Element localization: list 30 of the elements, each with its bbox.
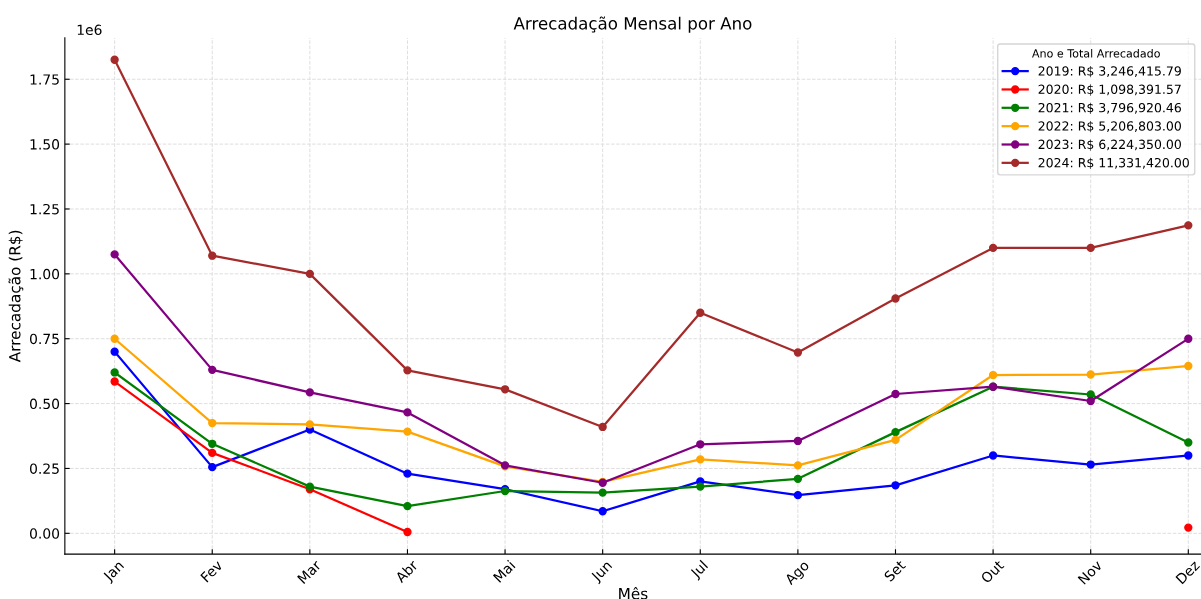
x-tick-label: Ago bbox=[784, 559, 812, 588]
y-axis-title: Arrecadação (R$) bbox=[8, 230, 24, 363]
legend-label: 2020: R$ 1,098,391.57 bbox=[1038, 84, 1181, 96]
y-tick-label: 0.50 bbox=[29, 398, 60, 410]
y-tick-label: 1.00 bbox=[30, 268, 60, 280]
y-tick-label: 0.75 bbox=[29, 333, 59, 345]
x-axis-title: Mês bbox=[619, 587, 648, 599]
chart-title: Arrecadação Mensal por Ano bbox=[513, 16, 752, 33]
legend-label: 2021: R$ 3,796,920.46 bbox=[1038, 102, 1182, 115]
legend-label: 2019: R$ 3,246,415.79 bbox=[1038, 65, 1181, 78]
legend-label: 2024: R$ 11,331,420.00 bbox=[1038, 157, 1189, 170]
x-tick-label: Fev bbox=[200, 559, 224, 583]
y-tick-label: 1.50 bbox=[30, 139, 60, 150]
x-tick-label: Jan bbox=[102, 560, 127, 585]
legend-label: 2023: R$ 6,224,350.00 bbox=[1038, 139, 1181, 151]
legend-title: Ano e Total Arrecadado bbox=[1032, 48, 1160, 58]
legend-label: 2022: R$ 5,206,803.00 bbox=[1038, 121, 1181, 133]
y-tick-label: 0.00 bbox=[29, 528, 60, 539]
x-tick-label: Out bbox=[980, 559, 1005, 584]
x-tick-label: Set bbox=[883, 559, 907, 583]
x-tick-label: Mai bbox=[492, 559, 516, 583]
x-tick-label: Dez bbox=[1175, 559, 1201, 585]
y-tick-label: 0.25 bbox=[29, 463, 59, 474]
x-tick-label: Jun bbox=[590, 560, 615, 585]
x-tick-label: Jul bbox=[689, 559, 710, 581]
y-tick-label: 1.25 bbox=[30, 203, 59, 215]
x-tick-label: Mar bbox=[297, 559, 322, 585]
y-tick-label: 1.75 bbox=[30, 74, 59, 85]
x-tick-label: Abr bbox=[394, 558, 419, 584]
text: 1e6 bbox=[77, 24, 102, 36]
